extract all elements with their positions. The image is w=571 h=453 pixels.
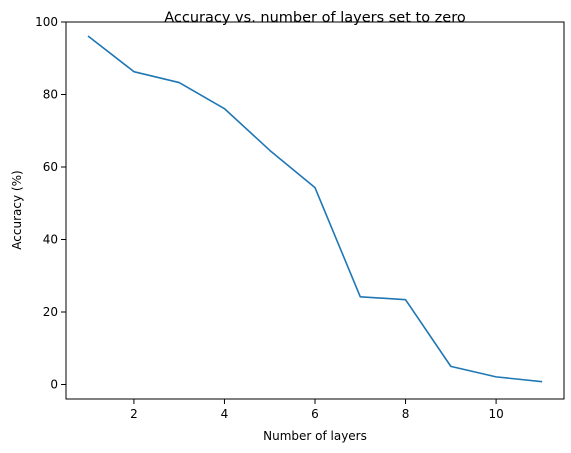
x-axis-label: Number of layers: [263, 429, 367, 443]
x-tick-label: 8: [402, 407, 410, 421]
y-tick-label: 60: [43, 160, 58, 174]
x-axis: 2 4 6 8 10: [130, 399, 504, 421]
y-tick-label: 100: [35, 15, 58, 29]
series-layer: [87, 35, 543, 383]
y-tick-label: 0: [50, 378, 58, 392]
y-tick-label: 80: [43, 88, 58, 102]
y-axis-label: Accuracy (%): [10, 170, 24, 249]
y-tick-label: 40: [43, 233, 58, 247]
chart-title: Accuracy vs. number of layers set to zer…: [164, 10, 466, 26]
series-line-0: [87, 35, 543, 383]
plot-area-frame: [65, 21, 565, 400]
x-tick-label: 6: [311, 407, 319, 421]
y-axis: 0 20 40 60 80 100: [35, 15, 66, 392]
x-tick-label: 10: [488, 407, 503, 421]
x-tick-label: 4: [221, 407, 229, 421]
y-tick-label: 20: [43, 305, 58, 319]
x-tick-label: 2: [130, 407, 138, 421]
